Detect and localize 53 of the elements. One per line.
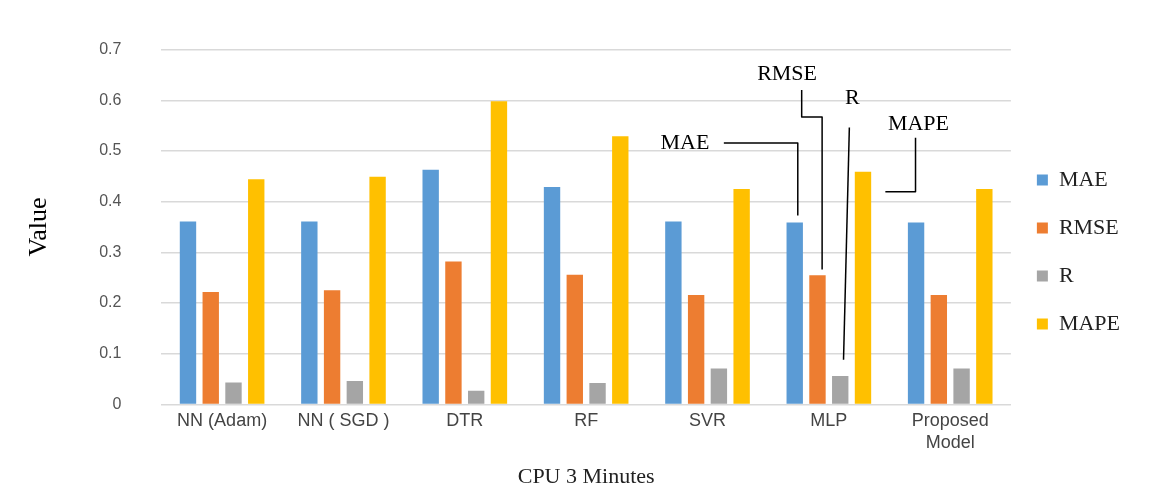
bar [953,368,970,404]
bar [710,368,728,404]
y-tick-label: 0.6 [99,90,122,108]
y-tick-label: 0.2 [99,293,122,311]
x-axis-title: CPU 3 Minutes [517,462,655,488]
bar [369,176,386,404]
bar [490,101,508,404]
legend-label: MAE [1058,165,1108,191]
x-tick-label: DTR [446,410,484,431]
x-tick-label: RF [574,410,599,431]
bar [907,222,925,404]
y-tick-label: 0.3 [99,242,122,260]
annotation: MAPE [887,110,949,136]
bar [589,383,606,404]
x-tick-label: Proposed Model [911,410,989,452]
bar [809,275,826,404]
bar [612,136,629,404]
bar [687,294,705,404]
bar [445,261,462,404]
y-tick-label: 0.4 [99,192,122,210]
bar [543,186,561,404]
bar [786,222,803,404]
x-tick-label: NN (Adam) [177,410,268,431]
annotation: RMSE [757,60,818,86]
bar [665,221,682,404]
bar [179,221,197,404]
y-tick-label: 0.5 [99,141,122,159]
x-tick-label: NN ( SGD ) [297,410,390,431]
bar [225,382,242,404]
x-tick-label: MLP [810,410,848,431]
bar [422,169,439,404]
bar [301,221,318,404]
bar [930,294,948,404]
legend-label: R [1058,261,1074,287]
legend-label: MAPE [1058,309,1120,335]
y-tick-label: 0.7 [99,40,122,58]
bar [733,188,750,404]
bar [202,291,219,404]
bar [323,290,341,404]
y-axis-title: Value [23,197,53,257]
y-tick-label: 0 [112,394,122,412]
bar [854,171,872,404]
bar [976,188,993,404]
y-tick-label: 0.1 [99,344,122,362]
annotation: R [844,84,860,110]
x-tick-label: SVR [689,410,727,431]
bar [566,274,583,404]
annotation: MAE [660,128,710,154]
bar [248,179,265,404]
legend-label: RMSE [1058,213,1119,239]
bar [832,376,849,404]
bar [468,390,485,404]
bar [346,381,364,404]
